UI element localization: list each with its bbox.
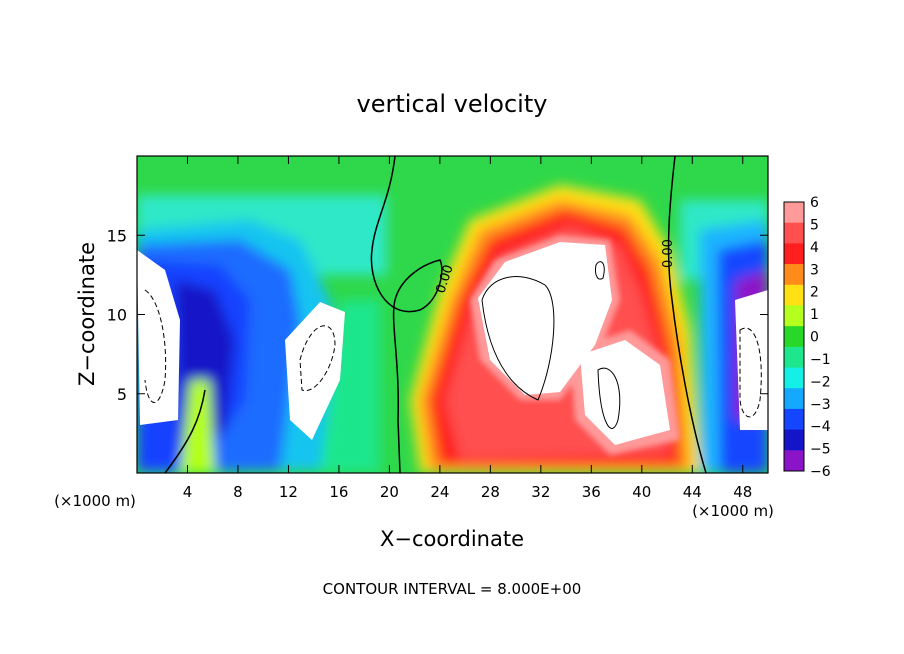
colorbar-swatch xyxy=(784,305,804,327)
colorbar-swatch xyxy=(784,284,804,306)
x-unit-left: (×1000 m) xyxy=(54,492,136,510)
colorbar-tick-label: 2 xyxy=(810,285,819,301)
colorbar-frame xyxy=(783,201,805,472)
colorbar-tick-label: 0 xyxy=(810,330,819,346)
colorbar-tick-label: 4 xyxy=(810,240,819,256)
x-axis-ticks: 4 8 12 16 20 24 28 32 36 40 44 48 xyxy=(183,156,752,501)
y-axis-label: Z−coordinate xyxy=(75,242,99,386)
colorbar-tick-label: −5 xyxy=(810,442,831,458)
x-tick-label: 36 xyxy=(582,483,601,501)
x-axis-label: X−coordinate xyxy=(380,527,524,551)
colorbar-tick-label: 5 xyxy=(810,217,819,233)
colorbar-tick-label: −2 xyxy=(810,374,831,390)
colorbar-swatch xyxy=(784,202,804,224)
x-tick-label: 4 xyxy=(183,483,193,501)
contour-interval-footer: CONTOUR INTERVAL = 8.000E+00 xyxy=(323,580,582,598)
colorbar: 6 5 4 3 2 1 0 −1 −2 −3 −4 −5 −6 xyxy=(783,195,831,480)
x-tick-label: 24 xyxy=(430,483,449,501)
colorbar-tick-label: −4 xyxy=(810,419,831,435)
x-tick-label: 8 xyxy=(233,483,243,501)
x-tick-label: 48 xyxy=(733,483,752,501)
x-unit-right: (×1000 m) xyxy=(692,502,774,520)
y-tick-label: 15 xyxy=(107,226,127,245)
contour-label-right: 0.00 xyxy=(661,239,676,268)
colorbar-tick-label: −3 xyxy=(810,397,831,413)
colorbar-swatch xyxy=(784,388,804,410)
y-tick-label: 5 xyxy=(117,385,127,404)
colorbar-swatch xyxy=(784,346,804,369)
colorbar-swatch xyxy=(784,450,804,472)
colorbar-swatch xyxy=(784,243,804,265)
colorbar-tick-label: −1 xyxy=(810,352,831,368)
contour-lines xyxy=(144,156,762,473)
colorbar-swatch xyxy=(784,367,804,389)
x-tick-label: 32 xyxy=(531,483,550,501)
y-axis-ticks: 5 10 15 xyxy=(107,226,768,404)
colorbar-swatch xyxy=(784,222,804,244)
x-tick-label: 28 xyxy=(481,483,500,501)
x-tick-label: 44 xyxy=(683,483,702,501)
heatmap-field xyxy=(137,156,768,473)
colorbar-swatch xyxy=(784,429,804,451)
colorbar-swatch xyxy=(784,264,804,286)
chart-title: vertical velocity xyxy=(357,90,548,118)
colorbar-swatch xyxy=(784,326,804,348)
x-tick-label: 16 xyxy=(329,483,348,501)
colorbar-tick-label: −6 xyxy=(810,464,831,480)
colorbar-tick-label: 6 xyxy=(810,195,819,211)
colorbar-swatch xyxy=(784,408,804,431)
x-tick-label: 40 xyxy=(632,483,651,501)
colorbar-tick-label: 3 xyxy=(810,262,819,278)
x-tick-label: 12 xyxy=(279,483,298,501)
y-tick-label: 10 xyxy=(107,306,127,325)
x-tick-label: 20 xyxy=(380,483,399,501)
colorbar-tick-label: 1 xyxy=(810,307,819,323)
